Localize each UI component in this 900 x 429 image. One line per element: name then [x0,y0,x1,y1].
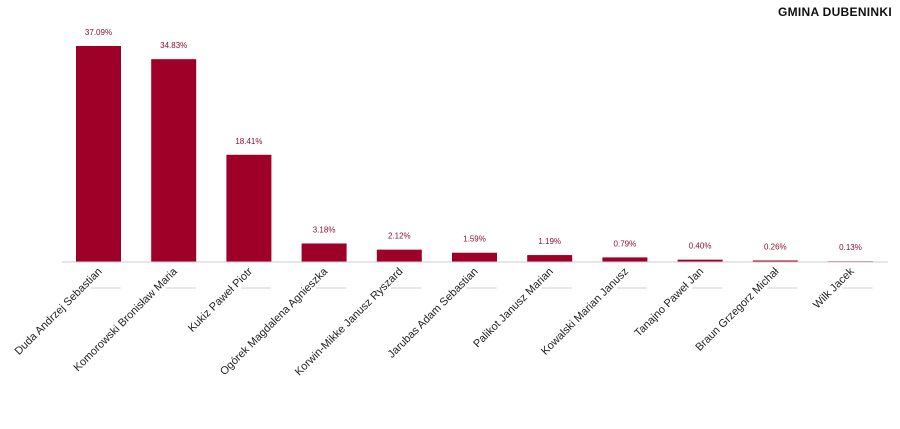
data-label: 34.83% [160,41,187,50]
x-tick-label: Braun Grzegorz Michał [693,265,781,353]
x-tick-label: Jarubas Adam Sebastian [386,266,481,361]
bar [602,257,648,262]
x-tick-label: Kowalski Marian Janusz [539,266,631,358]
bar [226,154,272,262]
x-tick-label: Palikot Janusz Marian [471,266,556,351]
x-tick-label: Duda Andrzej Sebastian [13,266,105,358]
chart-title: GMINA DUBENINKI [777,5,892,19]
bar [376,249,422,262]
data-label: 0.40% [689,242,712,251]
bar [527,255,573,262]
bar [452,252,497,262]
bar [301,243,347,262]
labels-layer: 37.09%Duda Andrzej Sebastian34.83%Komoro… [13,28,873,378]
data-label: 2.12% [388,232,411,241]
x-tick-label: Kukiz Paweł Piotr [186,265,255,334]
bars-layer [76,46,873,263]
data-label: 0.26% [764,242,787,251]
data-label: 37.09% [85,28,112,37]
data-label: 0.79% [614,239,637,248]
data-label: 3.18% [313,225,336,234]
x-tick-label: Tanajno Paweł Jan [632,266,706,340]
data-label: 1.59% [463,235,486,244]
data-label: 1.19% [538,237,561,246]
bar [151,59,197,262]
bar [752,260,798,262]
data-label: 0.13% [839,243,862,252]
bar [76,46,121,262]
data-label: 18.41% [235,137,262,146]
bar [677,259,723,262]
